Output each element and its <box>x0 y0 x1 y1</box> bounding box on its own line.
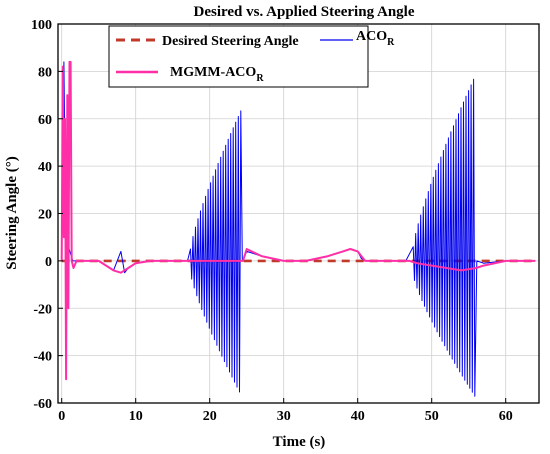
x-tick-label: 10 <box>129 409 143 424</box>
legend-label-mgmm: MGMM-ACOR <box>170 65 264 84</box>
x-tick-label: 0 <box>58 409 65 424</box>
x-tick-label: 20 <box>203 409 217 424</box>
legend-label-acor-main: ACO <box>356 29 387 44</box>
y-tick-label: 20 <box>38 208 52 223</box>
y-tick-label: 0 <box>45 255 52 270</box>
legend-label-mgmm-main: MGMM-ACO <box>170 65 256 80</box>
y-tick-label: -40 <box>33 350 52 365</box>
legend: Desired Steering Angle ACOR MGMM-ACOR <box>108 25 395 88</box>
y-tick-label: 60 <box>38 113 52 128</box>
series-line-mgmm-acor <box>60 60 536 381</box>
chart-title: Desired vs. Applied Steering Angle <box>194 4 415 20</box>
y-axis-ticks: -60 -40 -20 0 20 40 60 80 100 <box>31 18 63 412</box>
legend-label-acor-sub: R <box>387 37 395 48</box>
legend-label-desired: Desired Steering Angle <box>162 34 299 49</box>
legend-box <box>108 25 369 88</box>
x-axis-label: Time (s) <box>273 434 326 450</box>
y-tick-label: 100 <box>31 18 52 33</box>
legend-label-mgmm-sub: R <box>256 73 264 84</box>
y-tick-label: -20 <box>33 302 52 317</box>
y-axis-label: Steering Angle (°) <box>4 156 20 269</box>
y-tick-label: 80 <box>38 65 52 80</box>
y-tick-label: 40 <box>38 160 52 175</box>
x-tick-label: 30 <box>277 409 291 424</box>
plot-lines <box>60 60 536 397</box>
x-axis-ticks: 0 10 20 30 40 50 60 <box>58 398 513 424</box>
x-tick-label: 40 <box>351 409 365 424</box>
y-tick-label: -60 <box>33 397 52 412</box>
legend-label-acor: ACOR <box>356 29 395 48</box>
x-tick-label: 50 <box>425 409 439 424</box>
series-line-acor <box>61 61 536 397</box>
x-tick-label: 60 <box>499 409 513 424</box>
